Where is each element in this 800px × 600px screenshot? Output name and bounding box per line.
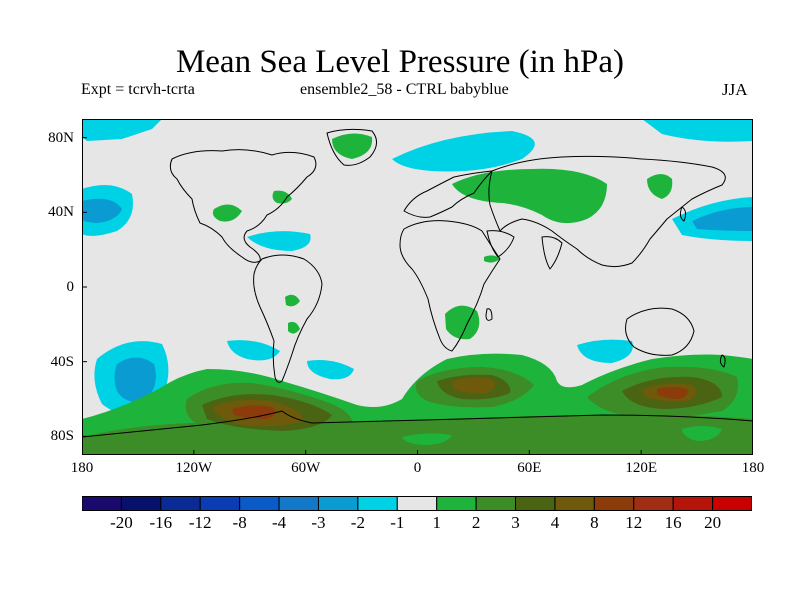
colorbar-swatch bbox=[633, 496, 674, 511]
colorbar-label: 16 bbox=[664, 513, 682, 532]
colorbar-swatch bbox=[278, 496, 319, 511]
colorbar-label: -4 bbox=[271, 513, 287, 532]
south-america-coast bbox=[253, 254, 323, 383]
arctic-low-east bbox=[642, 119, 753, 142]
africa-coast bbox=[399, 220, 501, 352]
arctic-low-west bbox=[82, 119, 162, 141]
ensemble-label: ensemble2_58 - CTRL babyblue bbox=[300, 81, 509, 98]
lon-label: 180 bbox=[70, 460, 94, 476]
colorbar-swatch bbox=[82, 496, 122, 511]
season-label: JJA bbox=[722, 80, 748, 99]
south-atlantic-low-2 bbox=[307, 360, 354, 380]
antarctic-interior-light-2 bbox=[682, 426, 722, 441]
experiment-label: Expt = tcrvh-tcrta bbox=[81, 81, 195, 98]
japan-coast bbox=[679, 206, 687, 222]
north-pacific-east-core bbox=[692, 207, 753, 231]
colorbar-swatch bbox=[160, 496, 201, 511]
colorbar-label: -3 bbox=[311, 513, 326, 532]
south-pacific-low-core bbox=[114, 357, 156, 402]
colorbar-label: -1 bbox=[390, 513, 405, 532]
colorbar-swatch bbox=[317, 496, 359, 511]
caribbean-low bbox=[247, 231, 311, 251]
india-coast bbox=[541, 236, 563, 270]
colorbar-swatch bbox=[436, 496, 477, 511]
lon-label: 60W bbox=[291, 460, 321, 476]
arabia-high bbox=[484, 255, 500, 263]
siberia-high bbox=[647, 174, 673, 199]
negative-anomalies bbox=[82, 119, 753, 441]
eurasia-high bbox=[452, 168, 607, 224]
south-atlantic-low-1 bbox=[227, 340, 280, 361]
colorbar-swatch bbox=[672, 496, 714, 511]
positive-anomalies bbox=[82, 133, 753, 455]
colorbar-label: 4 bbox=[550, 513, 560, 532]
colorbar-label: -12 bbox=[188, 513, 212, 532]
pressure-map bbox=[82, 119, 753, 455]
map-title: Mean Sea Level Pressure (in hPa) bbox=[175, 44, 625, 80]
colorbar-swatch bbox=[199, 496, 241, 511]
colorbar-label: -16 bbox=[149, 513, 173, 532]
southern-ocean-core-center bbox=[452, 377, 496, 394]
colorbar-label: -20 bbox=[110, 513, 133, 532]
new-zealand-coast bbox=[719, 354, 726, 368]
coastlines bbox=[82, 128, 753, 438]
colorbar-swatch bbox=[475, 496, 517, 511]
australia-coast bbox=[625, 307, 695, 356]
lat-label: 80S bbox=[50, 428, 74, 445]
lon-label: 120W bbox=[175, 460, 213, 476]
lat-label: 0 bbox=[66, 279, 75, 295]
arabia-coast bbox=[486, 230, 515, 258]
colorbar-label: 20 bbox=[704, 513, 722, 532]
southern-ocean-max-east bbox=[657, 387, 688, 399]
colorbar-label: 12 bbox=[625, 513, 643, 532]
colorbar-label: 3 bbox=[511, 513, 520, 532]
madagascar-coast bbox=[485, 308, 493, 321]
lat-label: 40S bbox=[50, 353, 74, 370]
colorbar-swatch bbox=[357, 496, 398, 511]
lon-label: 180 bbox=[741, 460, 765, 476]
indian-ocean-low bbox=[577, 339, 633, 363]
map-panel bbox=[82, 119, 753, 455]
lon-label: 0 bbox=[413, 460, 422, 476]
lat-label: 80N bbox=[48, 129, 74, 146]
asia-coast bbox=[488, 155, 726, 268]
colorbar-label: 8 bbox=[590, 513, 599, 532]
lat-label: 40N bbox=[48, 204, 74, 221]
colorbar-label: 1 bbox=[432, 513, 441, 532]
colorbar-swatch bbox=[239, 496, 280, 511]
south-africa-high bbox=[445, 305, 480, 340]
north-america-coast bbox=[169, 149, 317, 263]
colorbar-label: 2 bbox=[471, 513, 481, 532]
europe-coast bbox=[403, 170, 493, 218]
atlantic-high-small bbox=[272, 190, 292, 204]
colorbar-label: -8 bbox=[232, 513, 247, 532]
antarctica-coast bbox=[82, 410, 753, 438]
south-america-high bbox=[285, 294, 300, 307]
colorbar-swatch bbox=[712, 496, 752, 511]
greenland-coast bbox=[326, 128, 377, 166]
lon-label: 60E bbox=[517, 460, 542, 476]
north-pacific-low-core bbox=[82, 198, 122, 223]
colorbar-swatch bbox=[554, 496, 595, 511]
colorbar-swatch bbox=[396, 496, 438, 511]
colorbar-swatch bbox=[120, 496, 162, 511]
colorbar-swatch bbox=[593, 496, 635, 511]
colorbar-swatch bbox=[515, 496, 556, 511]
lon-label: 120E bbox=[625, 460, 657, 476]
axis-ticks bbox=[82, 137, 753, 455]
south-america-high-2 bbox=[288, 321, 300, 334]
arctic-low-center bbox=[392, 131, 535, 172]
arctic-high bbox=[332, 133, 373, 159]
colorbar-label: -2 bbox=[350, 513, 365, 532]
antarctic-interior-light bbox=[402, 433, 452, 445]
us-high bbox=[212, 204, 242, 222]
colorbar bbox=[82, 496, 752, 511]
